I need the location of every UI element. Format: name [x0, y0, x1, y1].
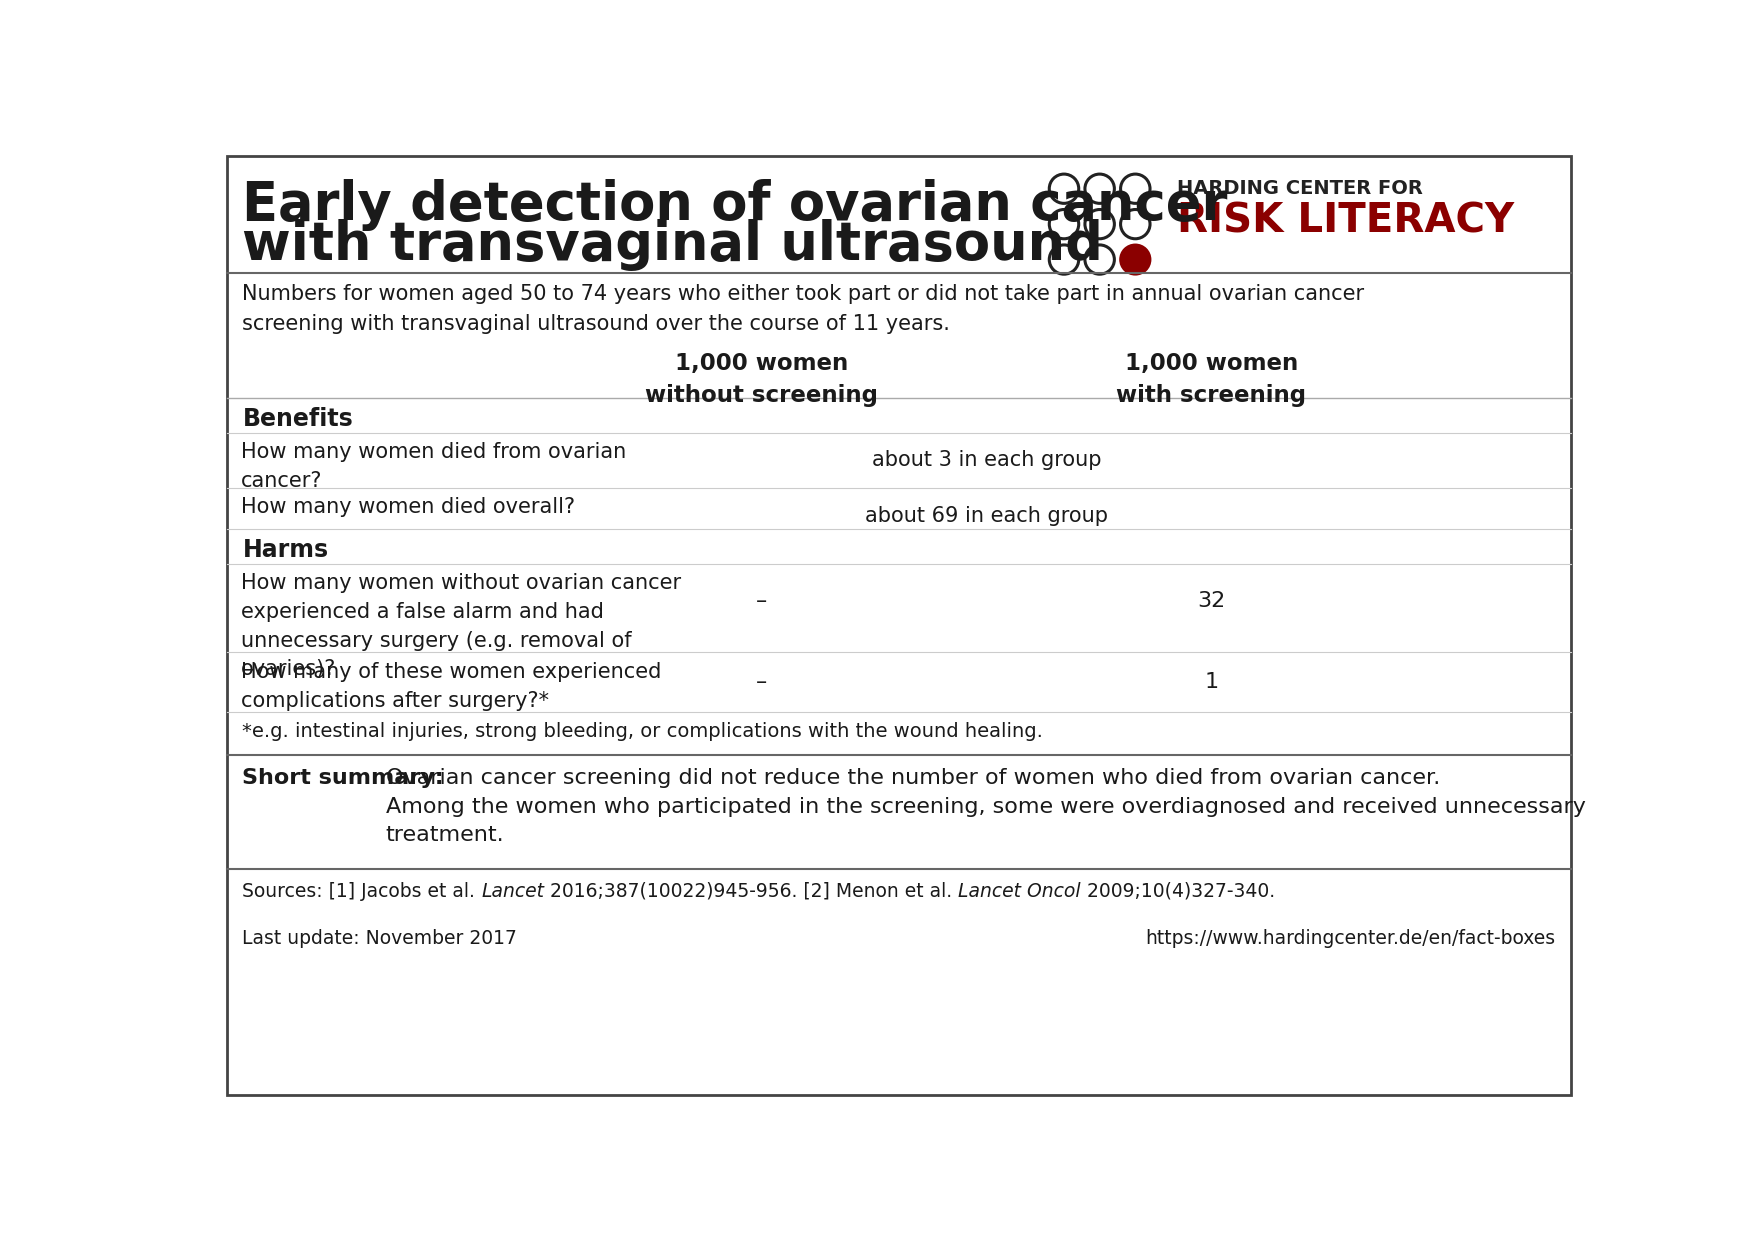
Text: 1: 1 [1205, 672, 1219, 691]
Text: Short summary:: Short summary: [242, 768, 444, 788]
Text: https://www.hardingcenter.de/en/fact-boxes: https://www.hardingcenter.de/en/fact-box… [1145, 929, 1556, 949]
Text: Numbers for women aged 50 to 74 years who either took part or did not take part : Numbers for women aged 50 to 74 years wh… [242, 284, 1365, 333]
Text: 32: 32 [1198, 591, 1226, 611]
Text: with transvaginal ultrasound: with transvaginal ultrasound [242, 219, 1103, 271]
Text: *e.g. intestinal injuries, strong bleeding, or complications with the wound heal: *e.g. intestinal injuries, strong bleedi… [242, 722, 1044, 741]
Circle shape [1121, 245, 1151, 274]
Text: about 3 in each group: about 3 in each group [872, 450, 1102, 470]
Text: How many women died overall?: How many women died overall? [240, 497, 575, 517]
Text: about 69 in each group: about 69 in each group [865, 506, 1109, 527]
Text: Early detection of ovarian cancer: Early detection of ovarian cancer [242, 178, 1228, 230]
Text: Lancet: Lancet [481, 882, 544, 901]
Text: How many of these women experienced
complications after surgery?*: How many of these women experienced comp… [240, 663, 661, 711]
Text: Last update: November 2017: Last update: November 2017 [242, 929, 517, 949]
Text: 2016;387(10022)945-956. [2] Menon et al.: 2016;387(10022)945-956. [2] Menon et al. [544, 882, 958, 901]
FancyBboxPatch shape [226, 156, 1572, 1095]
Text: Benefits: Benefits [242, 406, 353, 431]
Text: –: – [756, 672, 768, 691]
Text: How many women died from ovarian
cancer?: How many women died from ovarian cancer? [240, 442, 626, 491]
Text: Ovarian cancer screening did not reduce the number of women who died from ovaria: Ovarian cancer screening did not reduce … [386, 768, 1586, 845]
Text: 1,000 women
with screening: 1,000 women with screening [1116, 352, 1307, 406]
Text: HARDING CENTER FOR: HARDING CENTER FOR [1177, 180, 1422, 198]
Text: 2009;10(4)327-340.: 2009;10(4)327-340. [1080, 882, 1275, 901]
Text: RISK LITERACY: RISK LITERACY [1177, 201, 1514, 242]
Text: 1,000 women
without screening: 1,000 women without screening [645, 352, 879, 406]
Text: Sources: [1] Jacobs et al.: Sources: [1] Jacobs et al. [242, 882, 481, 901]
Text: –: – [756, 591, 768, 611]
Text: How many women without ovarian cancer
experienced a false alarm and had
unnecess: How many women without ovarian cancer ex… [240, 572, 681, 679]
Text: Lancet Oncol: Lancet Oncol [958, 882, 1080, 901]
Text: Harms: Harms [242, 538, 328, 563]
